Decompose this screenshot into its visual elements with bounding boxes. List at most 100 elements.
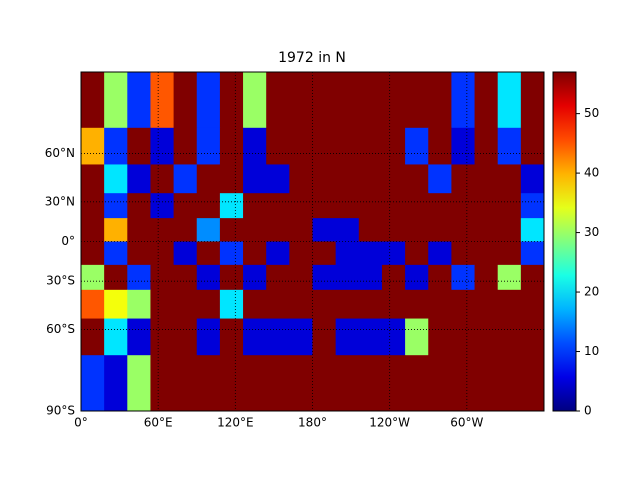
- heat-cell: [266, 218, 290, 242]
- heat-cell: [474, 218, 499, 242]
- colorbar-tick-label: 50: [584, 106, 599, 120]
- heat-cell: [312, 164, 337, 194]
- heat-cell: [428, 355, 452, 412]
- heat-cell: [243, 218, 267, 242]
- heat-cell: [81, 164, 105, 194]
- heat-cell: [81, 355, 105, 412]
- heat-cell: [335, 289, 360, 320]
- heat-cell: [219, 264, 244, 291]
- heat-cell: [520, 127, 545, 165]
- colorbar-tick-label: 10: [584, 344, 599, 358]
- heat-cell: [219, 289, 244, 320]
- heat-cell: [81, 318, 105, 356]
- heat-cell: [381, 355, 406, 412]
- heat-cell: [497, 193, 522, 219]
- heat-cell: [127, 193, 151, 219]
- heat-cell: [381, 193, 406, 219]
- heat-cell: [266, 164, 290, 194]
- heat-cell: [474, 241, 499, 266]
- heat-cell: [173, 164, 198, 194]
- heat-cell: [196, 218, 221, 242]
- heat-cell: [312, 289, 337, 320]
- colorbar-tick-label: 40: [584, 166, 599, 180]
- heat-cell: [428, 193, 452, 219]
- heat-cell: [474, 127, 499, 165]
- heat-cell: [358, 164, 383, 194]
- heat-cell: [520, 355, 545, 412]
- heat-cell: [104, 264, 128, 291]
- heat-cell: [150, 241, 175, 266]
- heat-cell: [127, 289, 151, 320]
- heat-cell: [474, 318, 499, 356]
- heat-cell: [173, 193, 198, 219]
- y-tick-label: 30°S: [46, 274, 75, 288]
- heat-cell: [289, 264, 313, 291]
- heat-cell: [428, 289, 452, 320]
- heat-cell: [497, 264, 522, 291]
- heat-cell: [127, 264, 151, 291]
- heat-cell: [312, 72, 337, 129]
- heat-cell: [243, 164, 267, 194]
- x-tick-label: 180°: [298, 416, 327, 430]
- heat-cell: [335, 218, 360, 242]
- heat-cell: [266, 72, 290, 129]
- heat-cell: [289, 164, 313, 194]
- heat-cell: [497, 218, 522, 242]
- heat-cell: [81, 218, 105, 242]
- heat-cell: [335, 241, 360, 266]
- heat-cell: [312, 264, 337, 291]
- colorbar-tick-label: 30: [584, 225, 599, 239]
- heat-cell: [520, 72, 545, 129]
- heat-cell: [451, 289, 476, 320]
- heat-cell: [497, 72, 522, 129]
- heat-cell: [127, 241, 151, 266]
- heat-cell: [428, 72, 452, 129]
- colorbar-tick-label: 20: [584, 285, 599, 299]
- heat-cell: [358, 72, 383, 129]
- heat-cell: [335, 318, 360, 356]
- heat-cell: [266, 127, 290, 165]
- heat-cell: [312, 318, 337, 356]
- heat-cell: [428, 264, 452, 291]
- heat-cell: [173, 72, 198, 129]
- heat-cell: [289, 218, 313, 242]
- heat-cell: [497, 318, 522, 356]
- heat-cell: [358, 289, 383, 320]
- heat-cell: [358, 318, 383, 356]
- heat-cell: [381, 264, 406, 291]
- heat-cell: [451, 318, 476, 356]
- heat-cell: [289, 127, 313, 165]
- heat-cell: [196, 355, 221, 412]
- heat-cell: [150, 289, 175, 320]
- heat-cell: [335, 355, 360, 412]
- heat-cell: [335, 164, 360, 194]
- heat-cell: [104, 164, 128, 194]
- heat-cell: [520, 289, 545, 320]
- heat-cell: [428, 164, 452, 194]
- heat-cell: [243, 318, 267, 356]
- heat-cell: [219, 355, 244, 412]
- heat-cell: [312, 127, 337, 165]
- heat-cell: [335, 72, 360, 129]
- heat-cell: [219, 218, 244, 242]
- heat-cell: [150, 164, 175, 194]
- heat-cell: [358, 355, 383, 412]
- x-tick-label: 60°E: [144, 416, 173, 430]
- heat-cell: [266, 318, 290, 356]
- heat-cell: [104, 72, 128, 129]
- heat-cell: [196, 164, 221, 194]
- heat-cell: [196, 127, 221, 165]
- heat-cell: [219, 72, 244, 129]
- heat-cell: [520, 193, 545, 219]
- heat-cell: [127, 318, 151, 356]
- heat-cell: [312, 355, 337, 412]
- heat-cell: [196, 72, 221, 129]
- x-tick-label: 60°W: [450, 416, 483, 430]
- heat-cell: [104, 289, 128, 320]
- heat-cell: [520, 218, 545, 242]
- heat-cell: [150, 318, 175, 356]
- heat-cell: [428, 241, 452, 266]
- heat-cell: [196, 289, 221, 320]
- axes-overlay: 0° 60°E 120°E 180° 120°W 60°W 90°S 60°S 30°S 0° 30…: [45, 71, 599, 430]
- heatmap-cells: [81, 72, 545, 412]
